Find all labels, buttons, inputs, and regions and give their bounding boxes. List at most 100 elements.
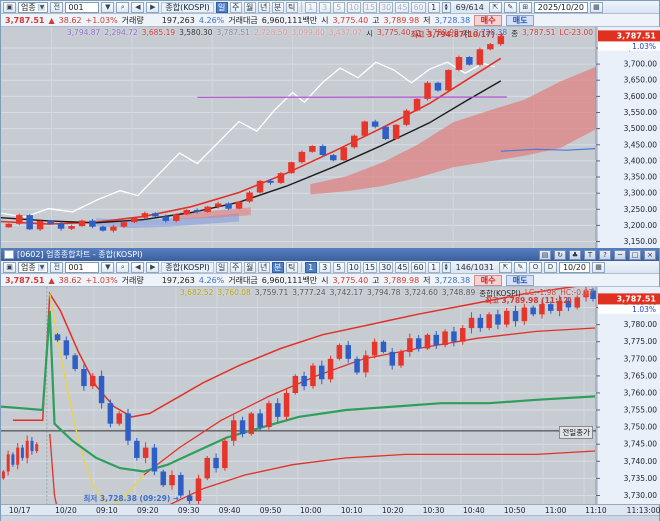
period-tick-button[interactable]: 틱 — [285, 1, 298, 13]
code-dropdown-icon[interactable]: ▼ — [101, 1, 115, 13]
open-label: 시 — [321, 275, 329, 285]
close-icon[interactable]: × — [644, 249, 656, 260]
prev-symbol-button[interactable]: ◀ — [131, 1, 145, 13]
low-value: 3,728.38 — [434, 275, 471, 285]
prev-symbol-button[interactable]: ◀ — [131, 261, 145, 273]
code-dropdown-icon[interactable]: ▼ — [101, 261, 115, 273]
minimize-icon[interactable]: ─ — [614, 249, 626, 260]
minute-10-button[interactable]: 10 — [346, 261, 361, 273]
chart-type-select[interactable]: 업종 ▼ — [18, 1, 49, 13]
period-day-button[interactable]: 일 — [215, 1, 228, 13]
legend-value: 3,775.40 — [377, 28, 411, 37]
price-change: 38.62 — [58, 15, 82, 25]
svg-text:3,750.00: 3,750.00 — [624, 423, 658, 432]
minute-15-button[interactable]: 15 — [362, 1, 378, 13]
period-minute-button[interactable]: 분 — [271, 1, 284, 13]
minute-30-button[interactable]: 30 — [379, 1, 394, 13]
chart-canvas[interactable]: 3,150.00 3,200.00 3,250.00 3,300.00 3,350.00… — [1, 27, 660, 248]
time-axis-label: 11:10 — [585, 506, 607, 515]
date-input[interactable]: 10/20 — [558, 261, 591, 273]
text-tool-icon[interactable]: T — [584, 249, 596, 260]
candles — [5, 33, 505, 233]
chart-canvas[interactable]: 3,730.00 3,735.00 3,740.00 3,745.00 3,750.00… — [1, 287, 660, 504]
svg-text:3,755.00: 3,755.00 — [624, 406, 658, 415]
calendar-icon[interactable]: ▦ — [589, 1, 603, 13]
period-year-button[interactable]: 년 — [257, 1, 270, 13]
legend-value: 3,580.30 — [179, 28, 213, 37]
minute-1-button[interactable]: 1 — [304, 1, 317, 13]
refresh-icon[interactable]: ↻ — [554, 249, 566, 260]
buy-button[interactable]: 매수 — [474, 274, 503, 286]
day-checkbox[interactable]: D — [543, 261, 557, 273]
legend-value: 종 — [511, 29, 518, 37]
search-icon[interactable]: ⌕ — [116, 1, 130, 13]
chart-tool-icon-3[interactable]: ⊞ — [518, 1, 532, 13]
minute-1-button[interactable]: 1 — [304, 261, 317, 273]
minute-stepper[interactable]: ▲ ▼ — [441, 1, 451, 13]
legend-value: 3,777.24 — [292, 288, 326, 297]
minute-5-button[interactable]: 5 — [332, 1, 345, 13]
buy-button[interactable]: 매수 — [474, 14, 503, 26]
minute-60-button[interactable]: 60 — [411, 1, 426, 13]
period-tick-button[interactable]: 틱 — [285, 261, 298, 273]
calendar-icon[interactable]: ▦ — [592, 261, 606, 273]
minute-45-button[interactable]: 45 — [395, 261, 410, 273]
bar-count: 146/1031 — [455, 262, 494, 272]
volume-rate: 4.26% — [198, 15, 225, 25]
intraday-chart-plot[interactable]: 3,682.52 3,760.08 3,759.71 3,777.24 3,742.17… — [1, 287, 660, 504]
chart-tool-icon-2[interactable]: ✎ — [503, 1, 517, 13]
svg-text:3,500.00: 3,500.00 — [624, 124, 658, 133]
index-compare-white — [1, 61, 495, 218]
minute-3-button[interactable]: 3 — [318, 261, 331, 273]
period-month-button[interactable]: 월 — [243, 261, 256, 273]
custom-minute-input[interactable]: 1 — [427, 1, 440, 13]
maximize-icon[interactable]: □ — [629, 249, 641, 260]
jeon-button[interactable]: 전 — [50, 1, 64, 13]
panel-icon[interactable]: ▤ — [539, 249, 551, 260]
chart-type-select[interactable]: 업종 ▼ — [18, 261, 49, 273]
period-week-button[interactable]: 주 — [229, 1, 242, 13]
code-input[interactable]: 001 — [65, 261, 100, 273]
custom-minute-input[interactable]: 1 — [427, 261, 440, 273]
code-input[interactable]: 001 — [65, 1, 100, 13]
sell-button[interactable]: 매도 — [506, 274, 535, 286]
chart-annotation: 최고 3,789.98 (11:12) ➜ — [485, 295, 581, 305]
period-day-button[interactable]: 일 — [215, 261, 228, 273]
minute-15-button[interactable]: 15 — [362, 261, 378, 273]
minute-5-button[interactable]: 5 — [332, 261, 345, 273]
period-minute-button[interactable]: 분 — [271, 261, 284, 273]
period-week-button[interactable]: 주 — [229, 261, 242, 273]
daily-chart-plot[interactable]: 3,794.87 2,294.72 3,685.19 3,580.30 3,787.51… — [1, 27, 660, 248]
jeon-button[interactable]: 전 — [50, 261, 64, 273]
svg-text:3,250.00: 3,250.00 — [624, 205, 658, 214]
period-year-button[interactable]: 년 — [257, 261, 270, 273]
period-month-button[interactable]: 월 — [243, 1, 256, 13]
next-symbol-button[interactable]: ▶ — [146, 261, 160, 273]
next-symbol-button[interactable]: ▶ — [146, 1, 160, 13]
chart-tool-icon-2[interactable]: ✎ — [513, 261, 527, 273]
favorite-icon[interactable]: ♣ — [569, 249, 581, 260]
window-icon[interactable]: ▣ — [3, 1, 16, 13]
minute-stepper[interactable]: ▲ ▼ — [441, 261, 451, 273]
window-icon[interactable]: ▣ — [3, 261, 16, 273]
legend-value: 3,099.80 — [291, 28, 325, 37]
auto-refresh-toggle[interactable]: O — [528, 261, 542, 273]
change-rate: +1.03% — [85, 275, 118, 285]
bottom-titlebar[interactable]: [0602] 업종종합차트 - 종합(KOSPI) ▤ ↻ ♣ T ? ─ □ … — [1, 248, 659, 261]
svg-text:3,300.00: 3,300.00 — [624, 189, 658, 198]
help-icon[interactable]: ? — [599, 249, 611, 260]
time-axis-label: 10:50 — [503, 506, 526, 515]
minute-10-button[interactable]: 10 — [346, 1, 361, 13]
date-input[interactable]: 2025/10/20 — [533, 1, 588, 13]
minute-30-button[interactable]: 30 — [379, 261, 394, 273]
search-icon[interactable]: ⌕ — [116, 261, 130, 273]
minute-45-button[interactable]: 45 — [395, 1, 410, 13]
bottom-info-bar: 3,787.51 ▲ 38.62 +1.03% 거래량 197,263 4.26… — [1, 274, 659, 287]
chart-tool-icon-1[interactable]: ⇱ — [498, 261, 512, 273]
sell-button[interactable]: 매도 — [506, 14, 535, 26]
minute-3-button[interactable]: 3 — [318, 1, 331, 13]
chart-tool-icon-1[interactable]: ⇱ — [488, 1, 502, 13]
minute-60-button[interactable]: 60 — [411, 261, 426, 273]
current-price: 3,787.51 — [5, 275, 45, 285]
svg-text:3,650.00: 3,650.00 — [624, 76, 658, 85]
